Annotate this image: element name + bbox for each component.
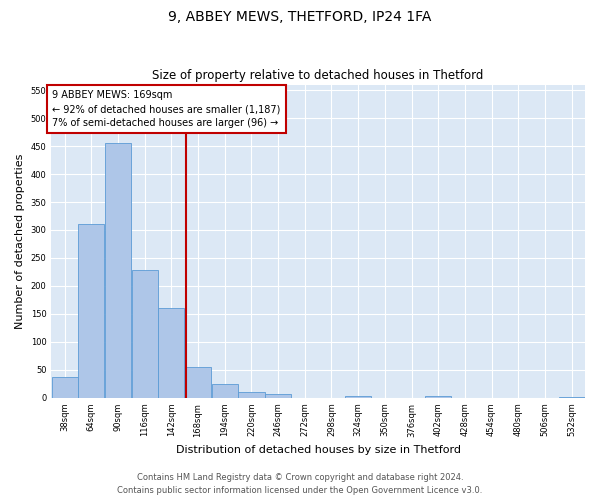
Bar: [265, 394, 291, 398]
Y-axis label: Number of detached properties: Number of detached properties: [15, 154, 25, 329]
Text: Contains HM Land Registry data © Crown copyright and database right 2024.
Contai: Contains HM Land Registry data © Crown c…: [118, 474, 482, 495]
Bar: [105, 142, 131, 398]
Bar: [238, 392, 265, 398]
Bar: [131, 270, 158, 398]
Bar: [212, 384, 238, 398]
Bar: [158, 308, 184, 398]
Bar: [185, 367, 211, 398]
Text: 9, ABBEY MEWS, THETFORD, IP24 1FA: 9, ABBEY MEWS, THETFORD, IP24 1FA: [169, 10, 431, 24]
Bar: [52, 376, 78, 398]
X-axis label: Distribution of detached houses by size in Thetford: Distribution of detached houses by size …: [176, 445, 461, 455]
Title: Size of property relative to detached houses in Thetford: Size of property relative to detached ho…: [152, 69, 484, 82]
Bar: [345, 396, 371, 398]
Text: 9 ABBEY MEWS: 169sqm
← 92% of detached houses are smaller (1,187)
7% of semi-det: 9 ABBEY MEWS: 169sqm ← 92% of detached h…: [52, 90, 281, 128]
Bar: [78, 224, 104, 398]
Bar: [559, 396, 585, 398]
Bar: [425, 396, 451, 398]
